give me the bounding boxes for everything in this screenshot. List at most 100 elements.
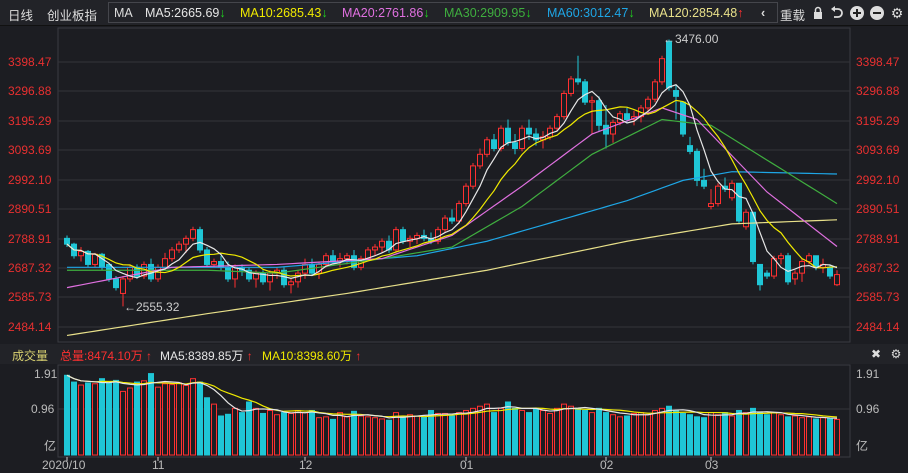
volume-bar <box>386 419 392 456</box>
volume-bar <box>491 412 497 456</box>
volume-bar <box>554 407 560 456</box>
lock-icon[interactable] <box>810 5 826 21</box>
volume-ma5-line <box>66 374 838 419</box>
date-label: 03 <box>705 458 719 472</box>
volume-bar <box>99 378 105 456</box>
date-label: 12 <box>299 458 313 472</box>
volume-total-text: 总量:8474.10万 <box>60 349 143 363</box>
volume-bar <box>540 409 546 456</box>
candle <box>484 139 490 155</box>
candle <box>162 258 168 268</box>
volume-bar <box>624 415 630 456</box>
zoom-out-icon[interactable] <box>869 5 885 21</box>
ma-text: MA10:2685.43 <box>240 6 322 20</box>
volume-bar <box>330 418 336 456</box>
ma-text: MA120:2854.48 <box>649 6 738 20</box>
volume-bar <box>309 409 315 456</box>
volume-bar <box>400 416 406 456</box>
volume-bar <box>659 407 665 456</box>
volume-bar <box>813 418 819 456</box>
volume-bar <box>435 412 441 456</box>
price-axis-label: 3398.47 <box>8 55 52 69</box>
candle <box>323 255 329 265</box>
price-axis-label: 3093.69 <box>856 143 900 157</box>
volume-bar <box>414 415 420 456</box>
volume-bar <box>407 414 413 456</box>
candle <box>736 182 742 222</box>
candle <box>442 217 448 231</box>
toolbar: 日线 创业板指 MA MA5:2665.69↓ MA10:2685.43↓ MA… <box>0 0 908 26</box>
volume-bar <box>505 401 511 456</box>
volume-ma10-text: MA10:8398.60万 <box>262 349 353 363</box>
volume-bar <box>92 383 98 456</box>
price-axis-label: 2890.51 <box>8 202 52 216</box>
chevron-left-icon[interactable]: ‹ <box>761 6 766 20</box>
volume-bar <box>288 412 294 456</box>
candle <box>463 185 469 205</box>
volume-bar <box>253 407 259 456</box>
price-axis-label: 2788.91 <box>8 232 52 246</box>
volume-axis-label: 0.96 <box>856 402 880 416</box>
low-annotation: ←2555.32 <box>124 300 180 314</box>
volume-bar <box>337 412 343 456</box>
arrow-down-icon: ↓ <box>219 6 226 20</box>
zoom-in-icon[interactable] <box>849 5 865 21</box>
gear-icon[interactable]: ⚙ <box>890 5 904 21</box>
volume-bar <box>351 410 357 456</box>
candle <box>575 78 581 83</box>
volume-bar <box>183 384 189 456</box>
ma-text: MA20:2761.86 <box>342 6 424 20</box>
candle <box>701 179 707 187</box>
candle <box>554 116 560 129</box>
volume-bar <box>512 407 518 456</box>
ma5-line <box>66 84 838 279</box>
reload-button[interactable]: 重载 <box>780 9 806 23</box>
volume-panel-border <box>57 364 851 458</box>
candle <box>764 272 770 277</box>
undo-icon[interactable] <box>829 5 845 21</box>
candle <box>85 250 91 265</box>
volume-bar <box>246 401 252 456</box>
volume-bar <box>757 412 763 456</box>
volume-bar <box>148 373 154 456</box>
volume-header: 成交量 总量:8474.10万 ↑ MA5:8389.85万 ↑ MA10:83… <box>0 344 908 364</box>
volume-bar <box>575 407 581 456</box>
ma5-value: MA5:2665.69↓ <box>145 6 226 20</box>
gear-icon[interactable]: ⚙ <box>890 347 902 361</box>
volume-bar <box>792 415 798 456</box>
ma30-value: MA30:2909.95↓ <box>444 6 532 20</box>
candle <box>120 278 126 294</box>
index-name[interactable]: 创业板指 <box>47 9 98 23</box>
candle <box>498 127 504 150</box>
arrow-down-icon: ↓ <box>525 6 532 20</box>
candle <box>379 240 385 248</box>
volume-bar <box>267 409 273 456</box>
volume-bar <box>736 409 742 456</box>
candle <box>645 98 651 109</box>
candle <box>204 249 210 265</box>
candle <box>155 266 161 280</box>
ma20-value: MA20:2761.86↓ <box>342 6 430 20</box>
candle <box>778 255 784 260</box>
volume-title: 成交量 <box>12 349 49 363</box>
candle <box>393 229 399 251</box>
volume-bar <box>820 417 826 456</box>
volume-bar <box>134 381 140 456</box>
candle <box>561 92 567 118</box>
ma10-value: MA10:2685.43↓ <box>240 6 328 20</box>
period-tab[interactable]: 日线 <box>8 9 34 23</box>
volume-bar <box>652 409 658 456</box>
close-icon[interactable]: ✖ <box>870 347 882 361</box>
candle <box>568 78 574 94</box>
candle <box>190 229 196 239</box>
candle <box>232 266 238 280</box>
candle <box>792 272 798 280</box>
volume-bar <box>778 414 784 456</box>
volume-bar <box>806 416 812 456</box>
arrow-down-icon: ↓ <box>321 6 328 20</box>
candle <box>78 250 84 257</box>
volume-bar <box>127 387 133 456</box>
price-axis-label: 2788.91 <box>856 232 900 246</box>
arrow-down-icon: ↓ <box>423 6 430 20</box>
